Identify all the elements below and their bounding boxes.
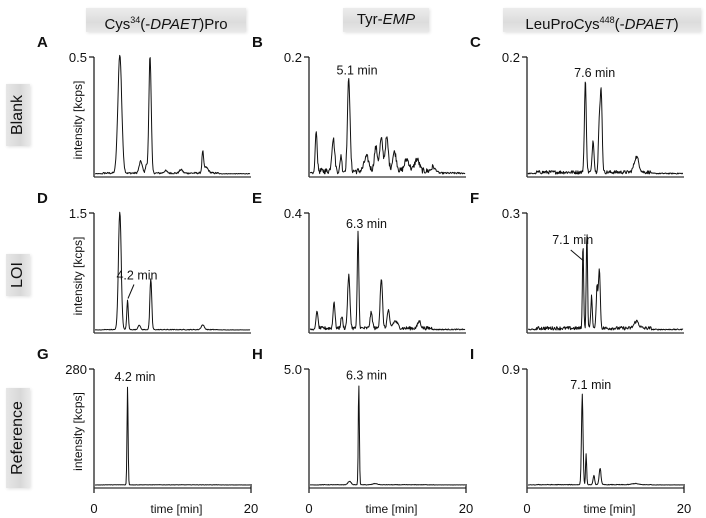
header-italic: DPAET (624, 16, 674, 33)
panel-label: D (37, 190, 48, 207)
y-axis-label: intensity [kcps] (71, 237, 85, 316)
panel-label: C (470, 34, 481, 51)
panel-label: I (470, 346, 474, 363)
peak-annotation: 4.2 min (116, 269, 157, 283)
header-text: (- (140, 16, 151, 33)
chromatogram-trace (309, 230, 466, 331)
header-sup: 448 (599, 15, 615, 25)
panel-label: G (37, 346, 49, 363)
y-max-label: 1.5 (69, 206, 87, 221)
chromatogram-trace (528, 234, 684, 331)
header-italic: DPAET (150, 16, 200, 33)
header-italic: EMP (382, 11, 416, 28)
y-max-label: 0.5 (69, 50, 87, 65)
row-label-reference: Reference (6, 388, 30, 488)
y-max-label: 0.9 (502, 362, 520, 377)
x-tick-20: 20 (244, 501, 258, 516)
header-text: Tyr- (356, 11, 383, 28)
panel-label: F (470, 190, 479, 207)
chromatogram-trace (309, 78, 466, 175)
row-label-blank: Blank (6, 84, 30, 146)
column-header-leuprocys448: LeuProCys448(-DPAET) (503, 8, 701, 33)
column-header-cys34: Cys34(-DPAET)Pro (86, 8, 246, 33)
chromatogram-trace (95, 211, 251, 331)
x-tick-20: 20 (677, 501, 691, 516)
panel-label: E (252, 190, 262, 207)
peak-annotation: 4.2 min (114, 370, 155, 384)
annotation-leader (570, 249, 585, 262)
panel-label: H (252, 346, 263, 363)
header-text: )Pro (199, 16, 228, 33)
x-axis-label: time [min] (583, 502, 635, 516)
peak-annotation: 5.1 min (337, 64, 378, 78)
y-max-label: 5.0 (284, 362, 302, 377)
y-max-label: 0.2 (284, 50, 302, 65)
x-tick-0: 0 (90, 501, 97, 516)
x-axis-label: time [min] (365, 502, 417, 516)
header-text: LeuProCys (525, 16, 600, 33)
x-tick-20: 20 (459, 501, 473, 516)
peak-annotation: 6.3 min (346, 369, 387, 383)
chromatogram-trace (95, 386, 251, 486)
y-axis-label: intensity [kcps] (71, 392, 85, 471)
chromatogram-trace (527, 393, 683, 486)
header-text: Cys (104, 16, 131, 33)
annotation-leader (127, 284, 135, 299)
header-sup: 34 (130, 15, 141, 25)
peak-annotation: 7.1 min (552, 233, 593, 247)
peak-annotation: 7.1 min (570, 378, 611, 392)
peak-annotation: 7.6 min (574, 66, 615, 80)
y-max-label: 0.2 (502, 50, 520, 65)
x-axis-label: time [min] (150, 502, 202, 516)
peak-annotation: 6.3 min (346, 217, 387, 231)
panel-label: B (252, 34, 263, 51)
x-tick-0: 0 (305, 501, 312, 516)
chromatogram-trace (310, 385, 465, 486)
column-header-tyr-emp: Tyr-EMP (343, 8, 429, 32)
header-text: ) (673, 16, 679, 33)
y-axis-label: intensity [kcps] (71, 81, 85, 160)
y-max-label: 0.3 (502, 206, 520, 221)
y-max-label: 0.4 (284, 206, 302, 221)
row-label-loi: LOI (6, 254, 30, 296)
x-tick-0: 0 (523, 501, 530, 516)
y-max-label: 280 (65, 362, 87, 377)
panel-label: A (37, 34, 48, 51)
chromatogram-trace (94, 54, 251, 175)
chromatogram-trace (527, 81, 683, 175)
header-text: (- (614, 16, 625, 33)
